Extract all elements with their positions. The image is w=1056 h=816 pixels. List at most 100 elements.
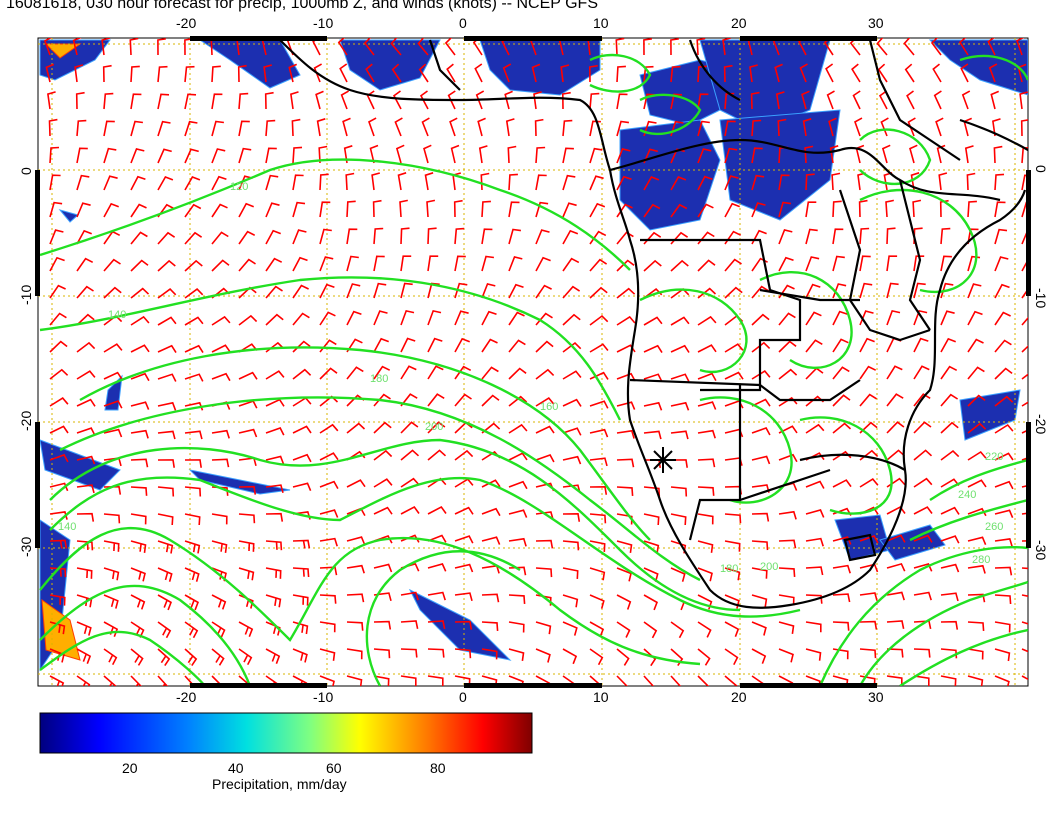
wind-barb bbox=[697, 567, 713, 582]
wind-barb bbox=[723, 64, 733, 83]
lat-tick-right: -30 bbox=[1033, 540, 1049, 560]
wind-barb bbox=[778, 594, 795, 606]
wind-barb bbox=[346, 310, 362, 326]
wind-barb bbox=[913, 449, 933, 461]
wind-barb bbox=[562, 398, 582, 407]
wind-barb bbox=[886, 620, 905, 629]
wind-barb bbox=[292, 146, 303, 164]
wind-barb bbox=[616, 486, 634, 496]
wind-barb bbox=[346, 422, 366, 434]
wind-barb bbox=[697, 287, 717, 299]
wind-barb bbox=[263, 64, 273, 83]
wind-barb bbox=[886, 227, 896, 245]
wind-barb bbox=[886, 309, 901, 326]
wind-barb bbox=[852, 90, 861, 110]
wind-barb bbox=[589, 286, 608, 299]
wind-barb bbox=[831, 172, 841, 191]
wind-barb bbox=[643, 176, 660, 191]
wind-barb bbox=[535, 146, 546, 164]
wind-barb bbox=[859, 282, 873, 299]
wind-barb bbox=[589, 567, 606, 581]
wind-barb bbox=[535, 312, 553, 326]
wind-barb bbox=[940, 506, 960, 515]
wind-barb bbox=[967, 422, 987, 434]
wind-barb bbox=[994, 594, 1012, 605]
wind-barb bbox=[184, 93, 197, 110]
wind-barb bbox=[562, 594, 579, 608]
wind-barb bbox=[670, 675, 682, 686]
colorbar-tick: 60 bbox=[326, 760, 342, 776]
contour-label: 180 bbox=[720, 563, 738, 575]
wind-barb bbox=[751, 455, 771, 465]
wind-barb bbox=[292, 256, 308, 272]
wind-barb bbox=[616, 231, 634, 245]
contour-label: 220 bbox=[985, 451, 1003, 463]
wind-barb bbox=[778, 396, 798, 407]
colorbar-label: Precipitation, mm/day bbox=[212, 776, 347, 792]
wind-barb bbox=[184, 430, 203, 440]
wind-barb bbox=[76, 427, 96, 436]
wind-barb bbox=[724, 175, 739, 191]
wind-barb bbox=[751, 621, 767, 636]
wind-barb bbox=[318, 145, 328, 164]
wind-barb bbox=[886, 449, 906, 461]
wind-barb bbox=[427, 534, 447, 543]
wind-barb bbox=[722, 38, 731, 56]
wind-barb bbox=[507, 145, 517, 164]
wind-barb bbox=[319, 311, 336, 326]
wind-barb bbox=[1021, 345, 1028, 353]
wind-barb bbox=[184, 176, 201, 191]
wind-barb bbox=[184, 203, 202, 218]
wind-barb bbox=[319, 452, 339, 461]
wind-barb bbox=[670, 621, 685, 639]
wind-barb bbox=[589, 371, 609, 380]
wind-barb bbox=[535, 567, 553, 578]
lat-tick-left: -10 bbox=[18, 285, 34, 305]
wind-barb bbox=[373, 393, 391, 407]
wind-barb bbox=[886, 255, 898, 272]
wind-barb bbox=[616, 621, 631, 638]
wind-barb bbox=[184, 288, 204, 299]
wind-barb bbox=[427, 591, 446, 601]
wind-barb bbox=[103, 286, 122, 299]
wind-barb bbox=[474, 63, 483, 83]
wind-barb bbox=[373, 365, 391, 380]
wind-barb bbox=[967, 394, 986, 407]
wind-barb bbox=[238, 513, 256, 524]
wind-barb bbox=[854, 117, 863, 137]
wind-barb bbox=[238, 540, 255, 552]
wind-barb bbox=[319, 537, 338, 547]
wind-barb bbox=[535, 425, 555, 434]
wind-barb bbox=[319, 648, 336, 661]
wind-barb bbox=[885, 199, 894, 218]
wind-barb bbox=[940, 282, 954, 299]
wind-barb bbox=[832, 338, 849, 353]
wind-barb bbox=[454, 255, 466, 272]
lat-tick-left: -20 bbox=[18, 411, 34, 431]
wind-barb bbox=[913, 477, 933, 488]
wind-barb bbox=[508, 537, 527, 547]
wind-barb bbox=[643, 38, 653, 56]
wind-barb bbox=[394, 117, 403, 137]
lon-tick-bottom: 30 bbox=[868, 689, 884, 705]
wind-barb bbox=[157, 373, 177, 382]
wind-barb bbox=[616, 372, 636, 382]
wind-barb bbox=[697, 621, 712, 638]
wind-barb bbox=[940, 310, 955, 326]
wind-barb bbox=[828, 117, 837, 137]
wind-barb bbox=[932, 63, 942, 83]
wind-barb bbox=[211, 513, 228, 525]
wind-barb bbox=[76, 285, 94, 299]
wind-barb bbox=[319, 423, 339, 434]
wind-barb bbox=[913, 393, 931, 407]
wind-barb bbox=[1021, 316, 1028, 326]
wind-barb bbox=[290, 91, 299, 110]
wind-barb bbox=[832, 422, 852, 434]
wind-barb bbox=[454, 620, 473, 630]
wind-barb bbox=[427, 255, 439, 272]
wind-barb bbox=[130, 259, 149, 272]
wind-barb bbox=[76, 370, 96, 380]
wind-barb bbox=[859, 393, 877, 407]
wind-barb bbox=[751, 119, 762, 137]
wind-barb bbox=[49, 621, 66, 635]
